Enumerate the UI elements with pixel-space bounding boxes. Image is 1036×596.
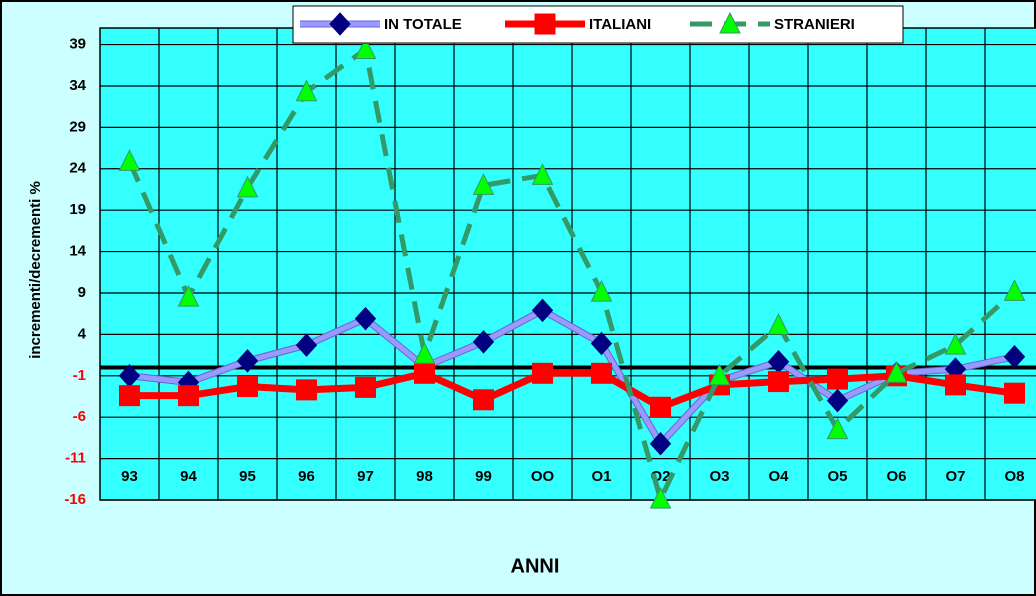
x-tick-label: 94 bbox=[180, 468, 197, 485]
marker-diamond bbox=[590, 331, 613, 356]
x-tick-label: O6 bbox=[886, 468, 906, 485]
x-tick-label: O8 bbox=[1004, 468, 1024, 485]
marker-square bbox=[414, 362, 435, 384]
marker-square bbox=[945, 374, 966, 396]
legend-marker bbox=[329, 12, 351, 36]
y-tick-label: -11 bbox=[65, 450, 86, 467]
x-tick-label: OO bbox=[531, 468, 555, 485]
legend bbox=[292, 5, 904, 44]
marker-square bbox=[178, 385, 199, 407]
x-tick-label: O7 bbox=[945, 468, 965, 485]
marker-triangle bbox=[236, 175, 259, 198]
y-tick-label: 4 bbox=[78, 325, 87, 342]
legend-label: ITALIANI bbox=[589, 16, 651, 33]
marker-square bbox=[473, 389, 494, 411]
x-tick-label: O1 bbox=[591, 468, 611, 485]
legend-label: IN TOTALE bbox=[384, 16, 462, 33]
x-tick-label: 93 bbox=[121, 468, 138, 485]
marker-triangle bbox=[708, 363, 731, 386]
marker-triangle bbox=[118, 149, 141, 171]
y-tick-label: -16 bbox=[64, 491, 86, 508]
x-tick-label: O5 bbox=[827, 468, 847, 485]
marker-diamond bbox=[649, 431, 672, 456]
y-tick-label: 9 bbox=[78, 284, 86, 301]
x-tick-label: 97 bbox=[357, 468, 374, 485]
marker-triangle bbox=[885, 361, 908, 383]
marker-triangle bbox=[177, 285, 200, 307]
x-tick-label: 98 bbox=[416, 468, 433, 485]
x-tick-label: O4 bbox=[768, 468, 789, 485]
marker-triangle bbox=[944, 333, 967, 355]
legend-label: STRANIERI bbox=[774, 16, 855, 33]
y-tick-label: 29 bbox=[69, 118, 86, 135]
series-line bbox=[127, 45, 1017, 507]
marker-triangle bbox=[1003, 279, 1026, 301]
marker-triangle bbox=[413, 342, 436, 364]
marker-square bbox=[768, 371, 789, 393]
marker-triangle bbox=[472, 173, 495, 195]
x-tick-label: 96 bbox=[298, 468, 315, 485]
y-tick-label: 14 bbox=[69, 243, 86, 260]
marker-triangle bbox=[354, 37, 377, 60]
x-axis-title: ANNI bbox=[511, 555, 560, 577]
y-tick-label: 24 bbox=[69, 160, 86, 177]
legend-marker bbox=[534, 13, 556, 35]
x-tick-label: 99 bbox=[475, 468, 492, 485]
marker-diamond bbox=[531, 298, 554, 323]
marker-diamond bbox=[295, 333, 318, 357]
marker-square bbox=[296, 379, 317, 401]
series-line bbox=[129, 307, 1016, 448]
legend-marker bbox=[719, 11, 741, 34]
series-line bbox=[129, 370, 1015, 411]
marker-triangle bbox=[590, 280, 613, 302]
marker-square bbox=[532, 362, 553, 384]
marker-triangle bbox=[767, 313, 790, 335]
marker-diamond bbox=[236, 349, 259, 373]
marker-square bbox=[650, 396, 671, 418]
marker-triangle bbox=[826, 417, 849, 440]
marker-square bbox=[355, 376, 376, 398]
plot-background bbox=[99, 27, 1036, 501]
marker-square bbox=[827, 368, 848, 390]
y-tick-label: -1 bbox=[73, 367, 86, 384]
y-tick-label: 34 bbox=[69, 77, 86, 94]
y-tick-label: 19 bbox=[69, 201, 86, 218]
marker-square bbox=[1004, 382, 1025, 404]
marker-diamond bbox=[826, 388, 849, 413]
marker-diamond bbox=[1003, 345, 1026, 369]
y-tick-label: 39 bbox=[69, 36, 86, 53]
marker-triangle bbox=[531, 163, 554, 185]
marker-diamond bbox=[472, 330, 495, 354]
y-tick-label: -6 bbox=[73, 408, 86, 425]
x-tick-label: 95 bbox=[239, 468, 256, 485]
marker-square bbox=[237, 376, 258, 398]
marker-square bbox=[119, 385, 140, 407]
x-tick-label: O3 bbox=[709, 468, 729, 485]
marker-triangle bbox=[295, 79, 318, 102]
y-axis-title: incrementi/decrementi % bbox=[27, 181, 44, 359]
marker-square bbox=[591, 362, 612, 384]
marker-triangle bbox=[649, 487, 672, 509]
marker-diamond bbox=[354, 306, 377, 331]
